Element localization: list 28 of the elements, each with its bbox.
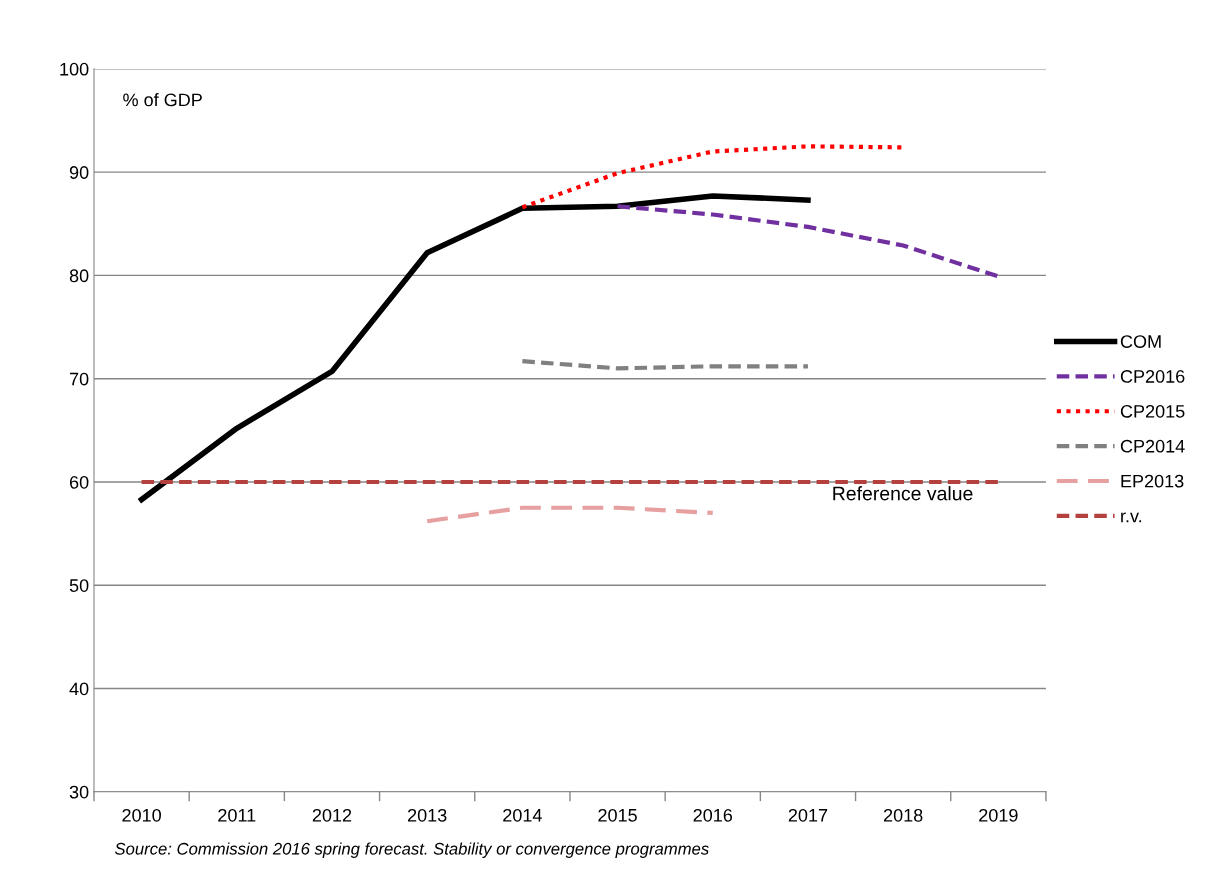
x-tick-label: 2019 — [979, 808, 1018, 822]
y-tick-label: 80 — [69, 269, 89, 283]
y-tick-label: 30 — [69, 785, 89, 799]
x-tick-label: 2016 — [693, 808, 733, 822]
y-axis-title: % of GDP — [123, 93, 202, 107]
y-tick-label: 70 — [69, 372, 89, 386]
legend-label: CP2014 — [1120, 439, 1185, 453]
legend-label: CP2016 — [1120, 370, 1185, 383]
legend-label: r.v. — [1121, 512, 1142, 523]
x-tick-label: 2014 — [503, 808, 542, 822]
source-note: Source: Commission 2016 spring forecast. Stability or convergence programmes — [114, 842, 709, 858]
y-tick-label: 90 — [69, 166, 89, 179]
x-tick-label: 2011 — [218, 808, 256, 822]
y-tick-label: 60 — [69, 475, 89, 489]
x-tick-label: 2015 — [598, 808, 637, 822]
x-tick-label: 2017 — [788, 808, 828, 822]
x-tick-label: 2010 — [122, 808, 161, 822]
y-tick-label: 50 — [69, 579, 89, 592]
y-tick-label: 40 — [69, 682, 89, 696]
x-tick-label: 2018 — [883, 808, 923, 822]
x-tick-label: 2012 — [312, 808, 352, 822]
legend-label: CP2015 — [1120, 404, 1185, 418]
line-series — [615, 204, 1001, 279]
legend-label: EP2013 — [1121, 474, 1184, 488]
x-tick-label: 2013 — [408, 808, 447, 822]
legend-label: COM — [1120, 335, 1161, 348]
y-tick-label: 100 — [60, 62, 89, 76]
annotation: Reference value — [833, 486, 973, 501]
